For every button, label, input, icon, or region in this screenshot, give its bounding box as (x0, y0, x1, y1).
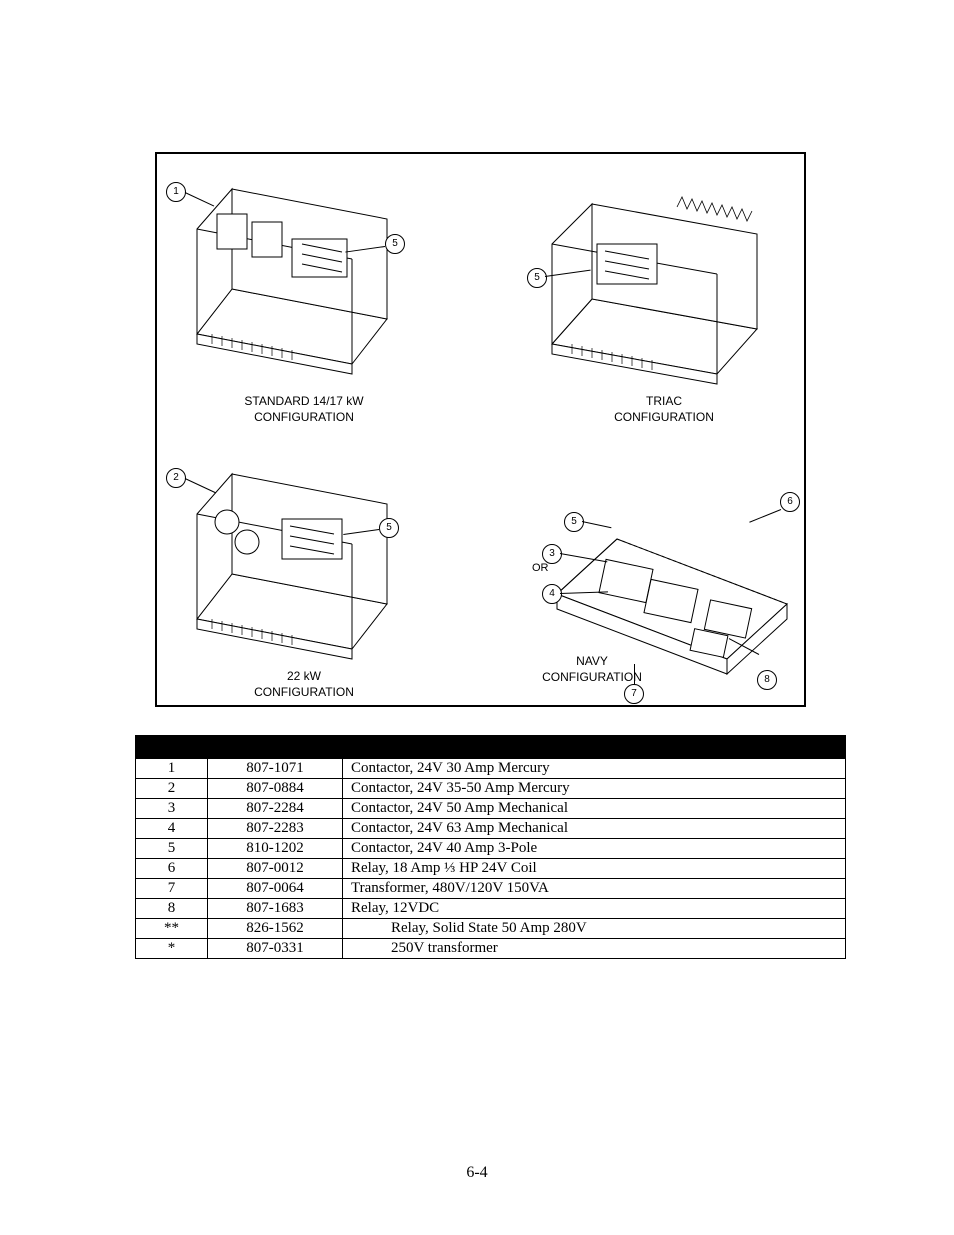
cell-desc: Contactor, 24V 50 Amp Mechanical (343, 799, 846, 819)
cell-desc: Contactor, 24V 63 Amp Mechanical (343, 819, 846, 839)
callout-6: 6 (780, 492, 800, 512)
or-label: OR (532, 562, 549, 574)
table-row: ** 826-1562 Relay, Solid State 50 Amp 28… (136, 919, 846, 939)
drawing-22kw (172, 454, 407, 664)
table-row: 7 807-0064 Transformer, 480V/120V 150VA (136, 879, 846, 899)
callout-5c: 5 (379, 518, 399, 538)
th-part (208, 736, 343, 759)
drawing-standard (172, 169, 407, 379)
cell-part: 826-1562 (208, 919, 343, 939)
cell-part: 810-1202 (208, 839, 343, 859)
callout-2: 2 (166, 468, 186, 488)
panel-triac (527, 189, 777, 389)
table-row: 8 807-1683 Relay, 12VDC (136, 899, 846, 919)
cell-item: 8 (136, 899, 208, 919)
cell-item: 4 (136, 819, 208, 839)
label-navy-line1: NAVY (576, 654, 608, 668)
cell-desc: Contactor, 24V 40 Amp 3-Pole (343, 839, 846, 859)
callout-5b: 5 (527, 268, 547, 288)
cell-desc: Contactor, 24V 35-50 Amp Mercury (343, 779, 846, 799)
cell-item: 6 (136, 859, 208, 879)
cell-part: 807-0012 (208, 859, 343, 879)
parts-table: 1 807-1071 Contactor, 24V 30 Amp Mercury… (135, 735, 846, 959)
label-standard-line2: CONFIGURATION (254, 410, 354, 424)
callout-4: 4 (542, 584, 562, 604)
cell-item: 5 (136, 839, 208, 859)
cell-desc: 250V transformer (343, 939, 846, 959)
page: 1 5 STANDARD 14/17 kW CONFIGURATION (0, 0, 954, 1235)
cell-item: * (136, 939, 208, 959)
table-row: 5 810-1202 Contactor, 24V 40 Amp 3-Pole (136, 839, 846, 859)
diagram-frame: 1 5 STANDARD 14/17 kW CONFIGURATION (155, 152, 806, 707)
cell-part: 807-2283 (208, 819, 343, 839)
cell-item: 7 (136, 879, 208, 899)
cell-part: 807-2284 (208, 799, 343, 819)
label-triac-line2: CONFIGURATION (614, 410, 714, 424)
table-body: 1 807-1071 Contactor, 24V 30 Amp Mercury… (136, 759, 846, 959)
table-row: 1 807-1071 Contactor, 24V 30 Amp Mercury (136, 759, 846, 779)
callout-1: 1 (166, 182, 186, 202)
table-row: 6 807-0012 Relay, 18 Amp ⅓ HP 24V Coil (136, 859, 846, 879)
th-desc (343, 736, 846, 759)
cell-item: 2 (136, 779, 208, 799)
label-navy-line2: CONFIGURATION (542, 670, 642, 684)
page-number: 6-4 (0, 1164, 954, 1182)
label-navy: NAVY CONFIGURATION (502, 654, 682, 685)
cell-desc: Relay, 12VDC (343, 899, 846, 919)
cell-desc: Contactor, 24V 30 Amp Mercury (343, 759, 846, 779)
th-item (136, 736, 208, 759)
table-row: 3 807-2284 Contactor, 24V 50 Amp Mechani… (136, 799, 846, 819)
label-standard: STANDARD 14/17 kW CONFIGURATION (214, 394, 394, 425)
cell-desc: Relay, 18 Amp ⅓ HP 24V Coil (343, 859, 846, 879)
panel-standard (172, 169, 407, 379)
label-22kw-line1: 22 kW (287, 669, 321, 683)
label-22kw-line2: CONFIGURATION (254, 685, 354, 699)
cell-part: 807-0064 (208, 879, 343, 899)
cell-item: ** (136, 919, 208, 939)
table-row: 4 807-2283 Contactor, 24V 63 Amp Mechani… (136, 819, 846, 839)
label-22kw: 22 kW CONFIGURATION (214, 669, 394, 700)
table-header-row (136, 736, 846, 759)
cell-desc: Transformer, 480V/120V 150VA (343, 879, 846, 899)
label-triac-line1: TRIAC (646, 394, 682, 408)
drawing-triac (527, 189, 777, 389)
label-standard-line1: STANDARD 14/17 kW (244, 394, 363, 408)
callout-7: 7 (624, 684, 644, 704)
cell-part: 807-0884 (208, 779, 343, 799)
panel-22kw (172, 454, 407, 664)
table-row: * 807-0331 250V transformer (136, 939, 846, 959)
cell-part: 807-0331 (208, 939, 343, 959)
cell-part: 807-1683 (208, 899, 343, 919)
callout-5a: 5 (385, 234, 405, 254)
cell-desc: Relay, Solid State 50 Amp 280V (343, 919, 846, 939)
table-row: 2 807-0884 Contactor, 24V 35-50 Amp Merc… (136, 779, 846, 799)
cell-item: 1 (136, 759, 208, 779)
label-triac: TRIAC CONFIGURATION (574, 394, 754, 425)
callout-8: 8 (757, 670, 777, 690)
cell-part: 807-1071 (208, 759, 343, 779)
cell-item: 3 (136, 799, 208, 819)
